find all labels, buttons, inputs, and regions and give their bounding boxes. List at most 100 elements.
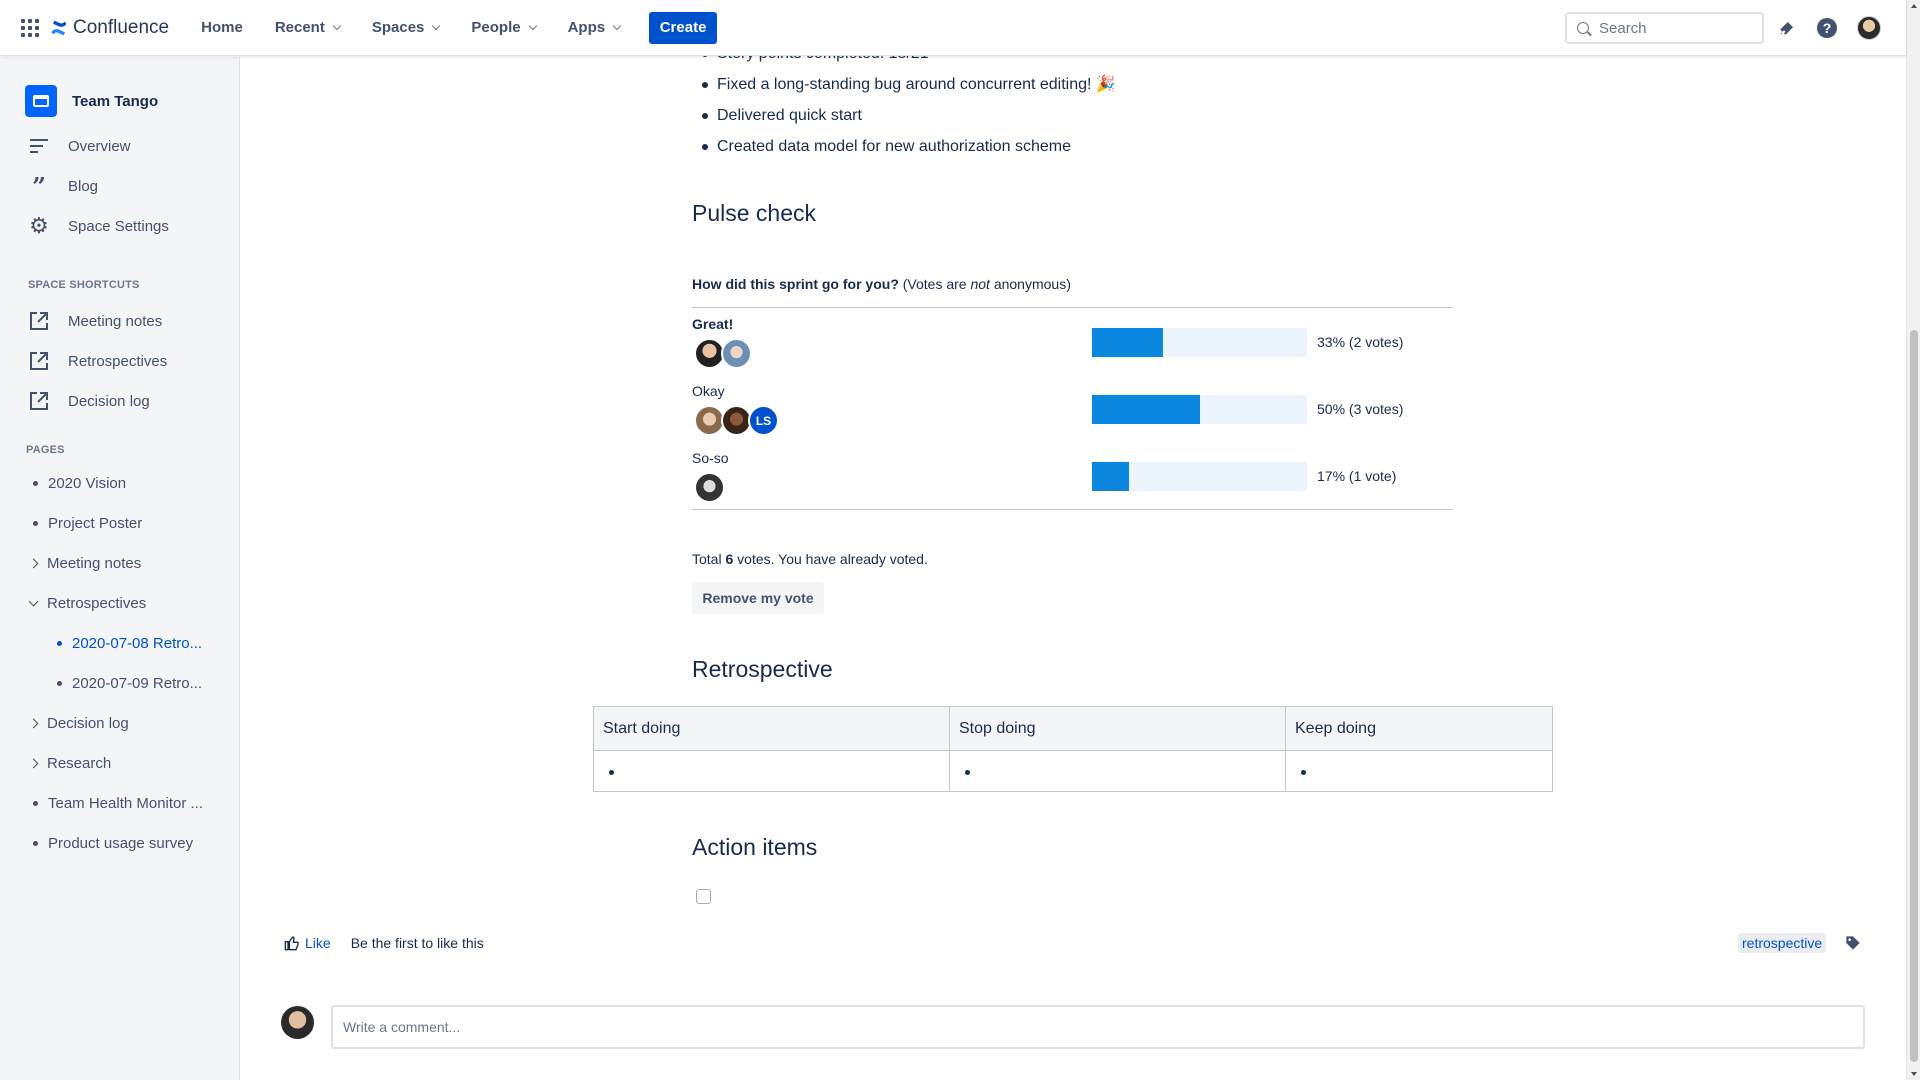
like-label: Like	[305, 935, 331, 951]
page-item-retro-2020-07-08[interactable]: 2020-07-08 Retro...	[52, 635, 202, 652]
table-cell[interactable]	[949, 750, 1286, 792]
bullet-icon	[33, 521, 38, 526]
vertical-scrollbar[interactable]	[1906, 0, 1920, 1080]
space-header[interactable]: Team Tango	[25, 85, 158, 117]
action-item-checkbox[interactable]	[696, 889, 711, 904]
scroll-up-arrow[interactable]	[1911, 4, 1917, 8]
help-icon[interactable]: ?	[1815, 16, 1839, 40]
page-item-decision-log[interactable]: Decision log	[28, 715, 129, 732]
avatar[interactable]	[694, 472, 725, 503]
bullet-icon	[965, 770, 970, 775]
table-header: Start doing	[593, 706, 950, 751]
nav-people[interactable]: People	[471, 19, 537, 36]
create-button[interactable]: Create	[649, 11, 718, 44]
page-item-project-poster[interactable]: Project Poster	[28, 515, 142, 532]
poll-bar-track	[1092, 462, 1307, 491]
party-popper-icon: 🎉	[1095, 76, 1116, 93]
chevron-down-icon	[528, 21, 537, 30]
retrospective-heading: Retrospective	[692, 656, 833, 682]
table-cell[interactable]	[593, 750, 950, 792]
nav-apps[interactable]: Apps	[567, 19, 622, 36]
external-link-icon	[28, 390, 50, 412]
comment-input[interactable]: Write a comment...	[331, 1005, 1865, 1049]
app-switcher-icon[interactable]	[20, 18, 40, 38]
tag-icon[interactable]	[1845, 935, 1861, 951]
scroll-down-arrow[interactable]	[1911, 1072, 1917, 1076]
page-item-label: Retrospectives	[47, 595, 147, 612]
shortcut-label: Meeting notes	[68, 312, 163, 330]
page-item-product-usage-survey[interactable]: Product usage survey	[28, 835, 193, 852]
highlights-list: Story points completed: 18/21 Fixed a lo…	[702, 38, 1116, 162]
sidebar-item-space-settings[interactable]: ⚙ Space Settings	[28, 213, 169, 238]
poll-result: 33% (2 votes)	[1317, 334, 1404, 350]
page-item-retrospectives[interactable]: Retrospectives	[28, 595, 146, 612]
nav-people-label: People	[471, 19, 521, 36]
bullet-icon	[1301, 770, 1306, 775]
megaphone-icon	[1780, 22, 1793, 35]
chevron-down-icon	[612, 21, 622, 30]
avatar[interactable]	[721, 338, 752, 369]
sidebar-item-label: Overview	[68, 137, 131, 155]
notifications-icon[interactable]	[1775, 16, 1799, 40]
table-cell[interactable]	[1285, 750, 1553, 792]
nav-spaces[interactable]: Spaces	[372, 19, 441, 36]
nav-recent[interactable]: Recent	[275, 19, 342, 36]
user-avatar[interactable]	[1857, 16, 1881, 40]
avatar	[281, 1006, 314, 1039]
pages-heading: PAGES	[26, 444, 65, 456]
shortcut-decision-log[interactable]: Decision log	[28, 390, 150, 412]
folder-icon	[25, 85, 57, 117]
page-item-label: 2020 Vision	[48, 475, 127, 492]
pulse-check-heading: Pulse check	[692, 200, 817, 226]
page-label[interactable]: retrospective	[1738, 933, 1827, 953]
table-header: Keep doing	[1285, 706, 1553, 751]
shortcut-label: Decision log	[68, 392, 150, 410]
page-item-team-health-monitor[interactable]: Team Health Monitor ...	[28, 795, 203, 812]
chevron-right-icon[interactable]	[28, 758, 39, 769]
page-item-label: Product usage survey	[48, 835, 194, 852]
voter-avatars	[694, 338, 752, 369]
space-name: Team Tango	[72, 92, 159, 110]
confluence-logo[interactable]: Confluence	[50, 17, 169, 39]
nav-home-label: Home	[201, 19, 243, 36]
quote-icon: ”	[32, 171, 46, 201]
list-item: Created data model for new authorization…	[702, 131, 1116, 162]
table-header: Stop doing	[949, 706, 1286, 751]
poll-divider	[692, 307, 1453, 308]
sidebar-item-label: Space Settings	[68, 217, 169, 235]
shortcut-retrospectives[interactable]: Retrospectives	[28, 350, 167, 372]
poll-bar-track	[1092, 395, 1307, 424]
bullet-icon	[33, 481, 38, 486]
chevron-right-icon[interactable]	[28, 718, 39, 729]
top-navigation: Confluence Home Recent Spaces People App…	[0, 0, 1906, 56]
sidebar-item-blog[interactable]: ” Blog	[28, 171, 98, 201]
poll-bar-track	[1092, 328, 1307, 357]
page-item-retro-2020-07-09[interactable]: 2020-07-09 Retro...	[52, 675, 202, 692]
voter-avatars	[694, 472, 725, 503]
like-row: Like Be the first to like this	[284, 935, 484, 951]
poll-total-pre: Total	[692, 551, 726, 567]
shortcut-meeting-notes[interactable]: Meeting notes	[28, 310, 162, 332]
nav-home[interactable]: Home	[201, 19, 243, 36]
search-input[interactable]: Search	[1565, 12, 1764, 44]
page-item-label: 2020-07-08 Retro...	[72, 635, 203, 652]
avatar[interactable]: LS	[748, 405, 779, 436]
chevron-down-icon[interactable]	[28, 596, 39, 607]
page-item-research[interactable]: Research	[28, 755, 111, 772]
sidebar: Team Tango Overview ” Blog ⚙ Space Setti…	[0, 57, 240, 1080]
chevron-right-icon[interactable]	[28, 558, 39, 569]
avatar[interactable]	[721, 405, 752, 436]
remove-vote-button[interactable]: Remove my vote	[692, 582, 824, 614]
nav-apps-label: Apps	[567, 19, 606, 36]
sidebar-item-overview[interactable]: Overview	[28, 135, 131, 157]
page-item-meeting-notes[interactable]: Meeting notes	[28, 555, 141, 572]
voter-avatars: LS	[694, 405, 779, 436]
scrollbar-thumb[interactable]	[1910, 330, 1918, 1062]
like-button[interactable]: Like	[284, 935, 331, 951]
list-item-text: Fixed a long-standing bug around concurr…	[717, 76, 1092, 93]
poll-question: How did this sprint go for you? (Votes a…	[692, 276, 1071, 292]
bullet-icon	[57, 681, 62, 686]
shortcut-label: Retrospectives	[68, 352, 168, 370]
poll-bar-fill	[1092, 462, 1129, 491]
page-item-2020-vision[interactable]: 2020 Vision	[28, 475, 126, 492]
